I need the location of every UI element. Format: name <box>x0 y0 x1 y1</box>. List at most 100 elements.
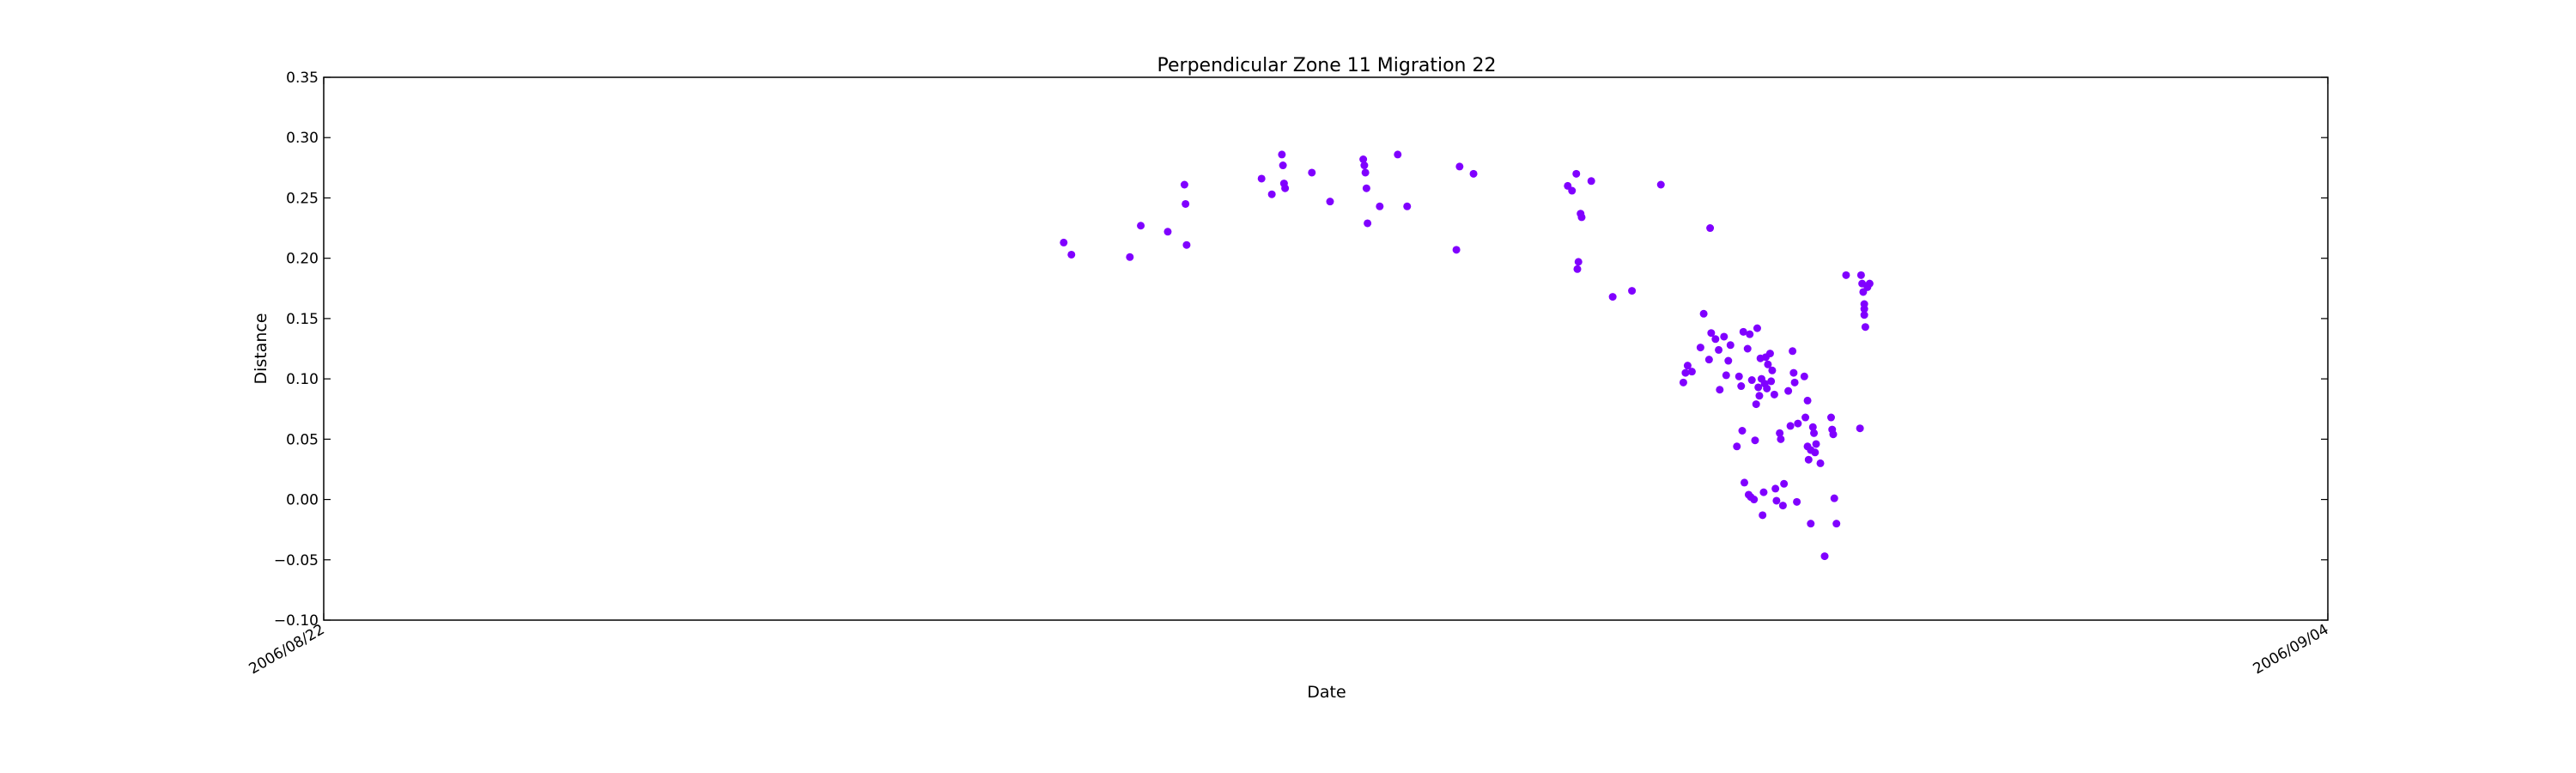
data-point <box>1747 376 1756 385</box>
data-point <box>1726 341 1735 350</box>
data-point <box>1376 202 1384 210</box>
data-point <box>1182 240 1191 249</box>
data-point <box>1683 362 1692 370</box>
x-axis-label: Date <box>1307 683 1346 702</box>
x-axis: 2006/08/22 2006/09/04 <box>246 77 2332 678</box>
data-point <box>1716 386 1724 394</box>
chart-title: Perpendicular Zone 11 Migration 22 <box>1157 55 1497 76</box>
data-point <box>1829 430 1838 439</box>
data-point <box>1801 413 1810 422</box>
data-point <box>1800 372 1808 380</box>
data-point <box>1182 199 1190 208</box>
data-point <box>1768 366 1777 374</box>
data-point <box>1403 202 1412 210</box>
data-point <box>1790 378 1799 386</box>
data-point <box>1574 258 1583 266</box>
data-point <box>1359 155 1368 164</box>
data-point <box>1137 222 1145 230</box>
data-point <box>1267 190 1276 198</box>
data-point <box>1826 413 1835 422</box>
data-point <box>1743 344 1752 353</box>
y-tick-label: 0.20 <box>286 251 319 268</box>
data-point <box>1257 174 1266 183</box>
data-point <box>1861 323 1869 332</box>
data-point <box>1455 162 1464 171</box>
y-tick-label: 0.05 <box>286 431 319 448</box>
y-axis: −0.10 −0.05 0.00 0.05 0.10 0.15 0.20 0.25 0.30 0.… <box>274 70 2328 630</box>
data-point <box>1776 429 1784 437</box>
data-point <box>1856 424 1864 433</box>
data-point <box>1753 324 1761 332</box>
data-point <box>1810 429 1819 437</box>
data-point <box>1784 386 1793 395</box>
data-point <box>1568 186 1577 195</box>
x-tick-label: 2006/09/04 <box>2251 621 2332 678</box>
data-point <box>1722 371 1730 380</box>
data-point <box>1778 502 1787 510</box>
data-point <box>1777 435 1785 443</box>
data-point <box>1750 496 1759 504</box>
y-tick-label: 0.35 <box>286 70 319 87</box>
data-point <box>1706 224 1715 233</box>
data-point <box>1764 360 1772 368</box>
data-point <box>1699 309 1708 318</box>
data-point <box>1770 390 1778 399</box>
data-point <box>1752 400 1760 409</box>
data-point <box>1715 345 1723 354</box>
data-point <box>1326 198 1334 206</box>
data-point <box>1572 169 1581 178</box>
data-point <box>1755 392 1764 400</box>
data-point <box>1832 520 1841 528</box>
data-point <box>1860 305 1868 313</box>
data-point <box>1628 287 1637 295</box>
data-point <box>1360 161 1369 170</box>
data-point <box>1696 344 1704 352</box>
data-point <box>1842 271 1850 279</box>
data-point <box>1707 329 1716 338</box>
data-point <box>1361 168 1370 177</box>
data-point <box>1452 246 1461 254</box>
y-tick-label: 0.25 <box>286 190 319 207</box>
data-point <box>1733 442 1741 451</box>
data-point <box>1679 378 1687 386</box>
data-point <box>1180 180 1188 189</box>
data-point <box>1771 484 1780 493</box>
data-point <box>1281 184 1290 192</box>
data-point <box>1751 436 1759 445</box>
data-point <box>1394 150 1402 159</box>
data-point <box>1308 168 1316 177</box>
y-tick-label: 0.10 <box>286 371 319 388</box>
data-point <box>1362 184 1370 192</box>
data-point <box>1737 382 1746 391</box>
data-point <box>1772 496 1781 505</box>
data-point <box>1830 494 1838 502</box>
data-point <box>1789 347 1797 356</box>
data-point <box>1789 368 1798 377</box>
data-point <box>1765 350 1774 358</box>
data-point <box>1746 330 1754 338</box>
data-point <box>1608 293 1617 301</box>
data-point <box>1577 213 1586 222</box>
y-tick-label: −0.05 <box>274 552 319 569</box>
data-point <box>1279 161 1287 170</box>
data-point <box>1786 422 1795 430</box>
data-point <box>1060 238 1068 247</box>
data-point <box>1681 368 1690 377</box>
data-point <box>1735 372 1743 380</box>
data-point <box>1724 356 1733 365</box>
data-point <box>1811 448 1820 457</box>
data-point <box>1860 311 1868 320</box>
data-point <box>1793 497 1801 506</box>
y-tick-label: −0.10 <box>274 612 319 630</box>
y-axis-label: Distance <box>252 313 270 384</box>
y-tick-label: 0.15 <box>286 311 319 328</box>
plot-frame <box>323 76 2329 621</box>
data-point <box>1820 552 1829 561</box>
data-point <box>1763 384 1771 393</box>
data-point <box>1812 440 1820 448</box>
data-point <box>1767 377 1776 386</box>
data-point <box>1720 332 1728 341</box>
data-point <box>1740 478 1748 487</box>
data-point <box>1808 423 1817 431</box>
